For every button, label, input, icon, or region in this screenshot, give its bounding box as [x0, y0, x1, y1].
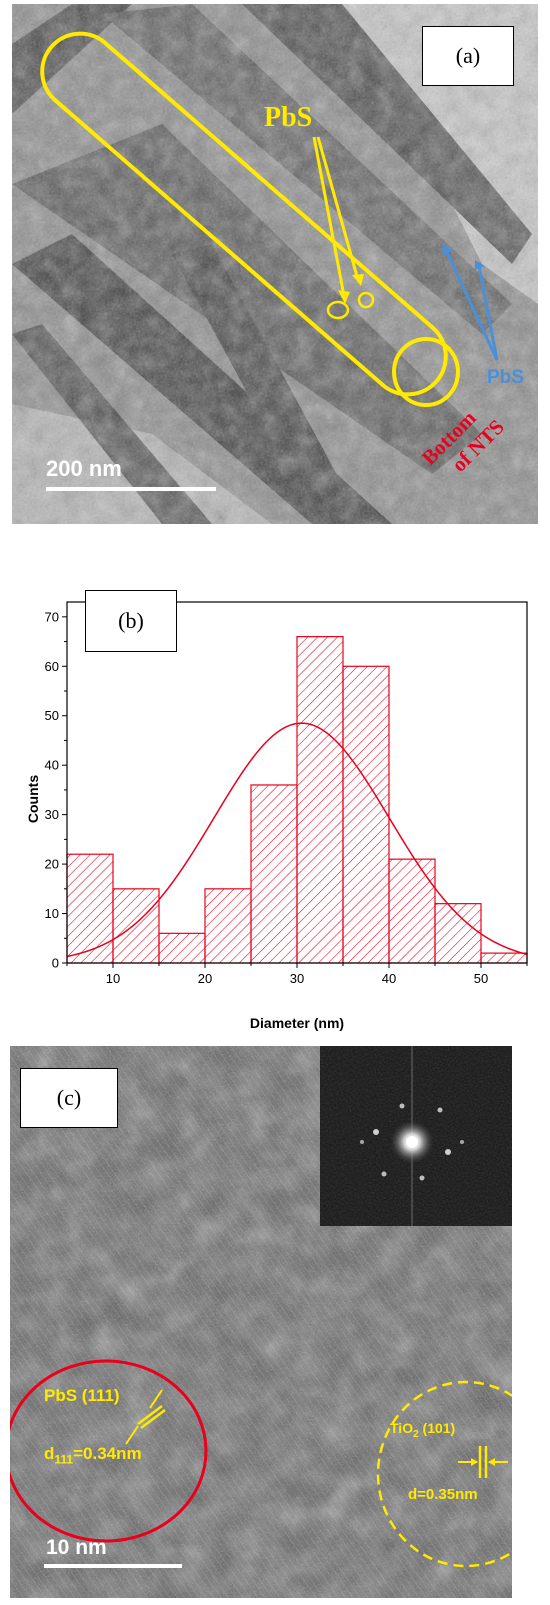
- pbs-d-sub: 111: [54, 1452, 74, 1467]
- histogram-bar: [434, 903, 482, 964]
- histogram-bar: [250, 784, 298, 964]
- y-tick-label: 10: [45, 906, 59, 921]
- histogram-bar: [66, 853, 114, 964]
- hrtem-image-c: (c) PbS (111) d111=0.34nm TiO2 (101) d=0…: [10, 1046, 512, 1598]
- scale-bar-c: [44, 1564, 182, 1568]
- histogram-panel-b: 10 20 30 40 50 0 10 20 30 40 50 60 70 Diameter (nm) …: [0, 588, 550, 1036]
- pbs-d-value: =0.34nm: [73, 1444, 142, 1463]
- y-tick-label: 70: [45, 609, 59, 624]
- x-tick-label: 10: [106, 971, 120, 986]
- tio2-plane-label: TiO2 (101): [390, 1420, 455, 1440]
- histogram-bar: [296, 636, 344, 964]
- scale-label-c: 10 nm: [46, 1536, 107, 1559]
- histogram-bar: [342, 665, 390, 964]
- pbs-d-prefix: d: [44, 1444, 55, 1463]
- gaussian-fit-curve: [66, 722, 528, 958]
- hrtem-micrograph-c: [10, 1046, 512, 1598]
- tio2-sub: 2: [413, 1428, 419, 1440]
- y-tick-label: 50: [45, 708, 59, 723]
- pbs-d-spacing-label: d111=0.34nm: [44, 1444, 142, 1466]
- y-tick-label: 30: [45, 807, 59, 822]
- scale-bar-a: [46, 487, 216, 491]
- x-tick-label: 40: [382, 971, 396, 986]
- pbs-plane-label: PbS (111): [44, 1386, 120, 1405]
- y-tick-label: 0: [52, 956, 59, 971]
- x-tick-label: 30: [290, 971, 304, 986]
- x-tick-label: 50: [474, 971, 488, 986]
- tem-micrograph-a: [12, 4, 538, 524]
- panel-label-a: (a): [422, 26, 514, 86]
- tio2-prefix: TiO: [390, 1420, 414, 1436]
- tio2-plane: (101): [418, 1420, 456, 1436]
- y-axis-label: Counts: [25, 775, 41, 823]
- histogram-bar: [204, 888, 252, 964]
- fft-inset: [320, 1046, 512, 1226]
- histogram-bar: [388, 858, 436, 964]
- x-axis-label: Diameter (nm): [250, 1015, 344, 1031]
- tio2-d-spacing-label: d=0.35nm: [408, 1486, 478, 1503]
- histogram-bar: [158, 932, 206, 964]
- scale-label-a: 200 nm: [46, 456, 122, 481]
- histogram-bar: [112, 888, 160, 964]
- y-tick-label: 60: [45, 659, 59, 674]
- x-tick-label: 20: [198, 971, 212, 986]
- pbs-label-yellow: PbS: [264, 102, 313, 133]
- tem-image-a: (a) PbS PbS Bottom of NTS 200 nm: [12, 4, 538, 524]
- histogram-bar: [480, 952, 528, 964]
- pbs-label-blue: PbS: [487, 367, 524, 388]
- panel-label-b: (b): [85, 590, 177, 652]
- y-tick-label: 40: [45, 758, 59, 773]
- panel-label-c: (c): [20, 1068, 118, 1128]
- y-tick-label: 20: [45, 857, 59, 872]
